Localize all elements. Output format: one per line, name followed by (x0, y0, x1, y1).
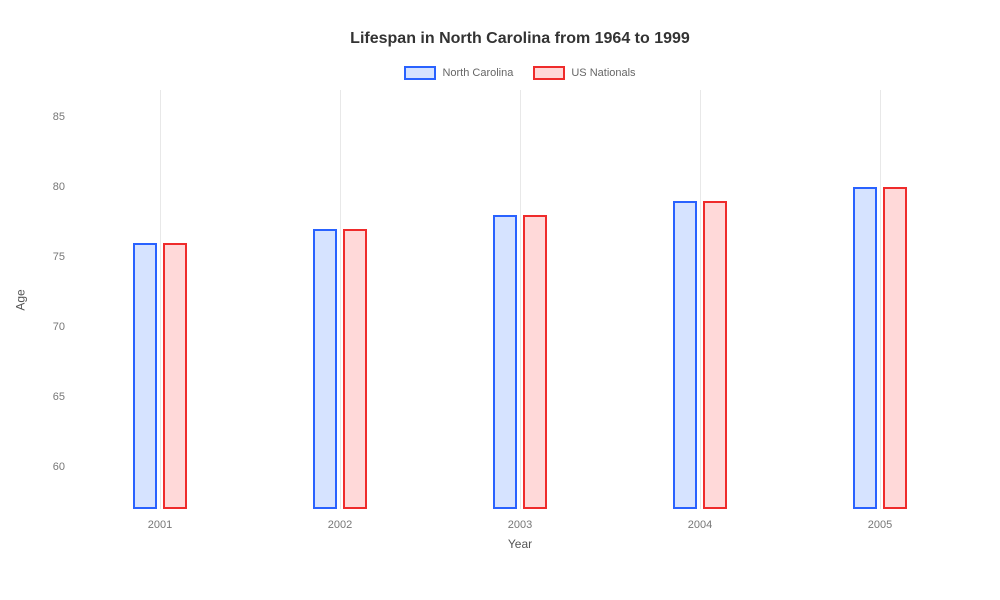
grid-line (520, 90, 521, 509)
bar (703, 201, 727, 509)
y-tick: 80 (25, 181, 65, 193)
legend: North Carolina US Nationals (70, 66, 970, 80)
y-axis: 60 65 70 75 80 85 (25, 90, 65, 509)
chart-title: Lifespan in North Carolina from 1964 to … (70, 30, 970, 48)
grid-line (160, 90, 161, 509)
grid-line (880, 90, 881, 509)
bar (313, 229, 337, 509)
x-tick: 2001 (148, 519, 172, 531)
grid-line (340, 90, 341, 509)
x-tick: 2005 (868, 519, 892, 531)
category-group: 2003 (430, 90, 610, 509)
bar (133, 243, 157, 509)
bar (523, 215, 547, 509)
y-tick: 85 (25, 111, 65, 123)
legend-swatch-us (533, 66, 565, 80)
legend-label-us: US Nationals (571, 67, 635, 79)
x-tick: 2003 (508, 519, 532, 531)
bar (673, 201, 697, 509)
x-tick: 2002 (328, 519, 352, 531)
category-group: 2005 (790, 90, 970, 509)
bar (343, 229, 367, 509)
y-tick: 75 (25, 251, 65, 263)
category-group: 2001 (70, 90, 250, 509)
grid-line (700, 90, 701, 509)
x-axis-label: Year (508, 537, 532, 551)
y-tick: 70 (25, 321, 65, 333)
chart-container: Lifespan in North Carolina from 1964 to … (0, 0, 1000, 600)
legend-label-nc: North Carolina (442, 67, 513, 79)
y-tick: 65 (25, 391, 65, 403)
legend-item-nc: North Carolina (404, 66, 513, 80)
bar (493, 215, 517, 509)
category-group: 2002 (250, 90, 430, 509)
x-tick: 2004 (688, 519, 712, 531)
plot-area: Age Year 606570758085 200120022003200420… (70, 90, 970, 510)
y-tick: 60 (25, 461, 65, 473)
legend-item-us: US Nationals (533, 66, 635, 80)
bar (163, 243, 187, 509)
category-group: 2004 (610, 90, 790, 509)
bars-area: 20012002200320042005 (70, 90, 970, 509)
legend-swatch-nc (404, 66, 436, 80)
bar (853, 187, 877, 509)
bar (883, 187, 907, 509)
